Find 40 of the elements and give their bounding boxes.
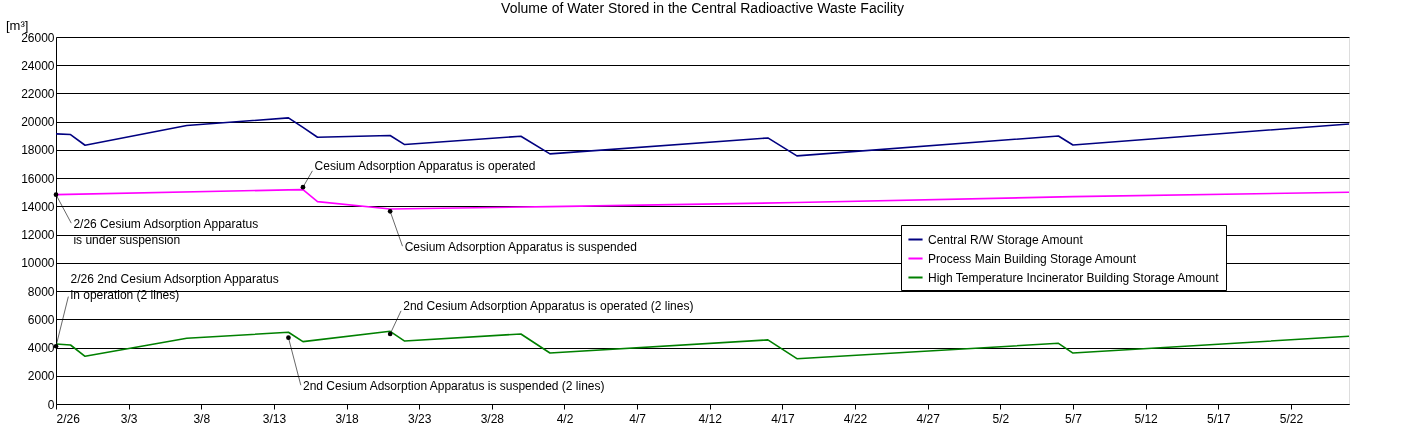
y-tick-label: 24000 [21, 58, 55, 73]
x-tick-label: 5/17 [1207, 411, 1231, 426]
y-tick-label: 2000 [27, 369, 55, 384]
annotation: 2nd Cesium Adsorption Apparatus is suspended (2 lines) [302, 378, 605, 393]
annotation: 2/26 Cesium Adsorption Apparatus is under suspension [73, 216, 259, 247]
x-tick-label: 3/23 [408, 411, 432, 426]
y-tick-label: 4000 [27, 341, 55, 356]
x-tick-label: 3/28 [480, 411, 505, 426]
y-tick-label: 22000 [21, 86, 55, 101]
x-tick-label: 4/12 [698, 411, 723, 426]
y-tick-label: 0 [47, 397, 55, 412]
chart-title: Volume of Water Stored in the Central Radioactive Waste Facility [501, 0, 904, 16]
x-tick-label: 3/3 [120, 411, 138, 426]
x-tick-label: 5/2 [992, 411, 1010, 426]
annotation: Cesium Adsorption Apparatus is operated [314, 158, 536, 173]
y-tick-label: 18000 [21, 143, 55, 158]
legend-label: Central R/W Storage Amount [928, 232, 1084, 247]
x-tick-label: 2/26 [56, 411, 81, 426]
annotation: Cesium Adsorption Apparatus is suspended [404, 239, 637, 254]
y-tick-label: 6000 [27, 312, 55, 327]
x-tick-label: 5/7 [1065, 411, 1083, 426]
y-tick-label: 14000 [21, 199, 55, 214]
annotation: 2nd Cesium Adsorption Apparatus is operated (2 lines) [403, 298, 694, 313]
y-tick-label: 8000 [27, 284, 55, 299]
legend-label: Process Main Building Storage Amount [928, 251, 1137, 266]
legend-label: High Temperature Incinerator Building Storage Amount [928, 270, 1220, 285]
x-tick-label: 4/22 [843, 411, 868, 426]
x-tick-label: 5/12 [1134, 411, 1159, 426]
x-tick-label: 3/18 [335, 411, 360, 426]
x-tick-label: 4/17 [771, 411, 795, 426]
y-tick-label: 12000 [21, 228, 55, 243]
x-tick-label: 5/22 [1279, 411, 1304, 426]
y-tick-label: 10000 [21, 256, 55, 271]
x-tick-label: 3/8 [193, 411, 211, 426]
x-tick-label: 4/2 [556, 411, 574, 426]
y-tick-label: 20000 [21, 115, 55, 130]
x-tick-label: 4/7 [629, 411, 647, 426]
x-tick-label: 4/27 [916, 411, 941, 426]
x-tick-label: 3/13 [262, 411, 287, 426]
y-tick-label: 16000 [21, 171, 55, 186]
